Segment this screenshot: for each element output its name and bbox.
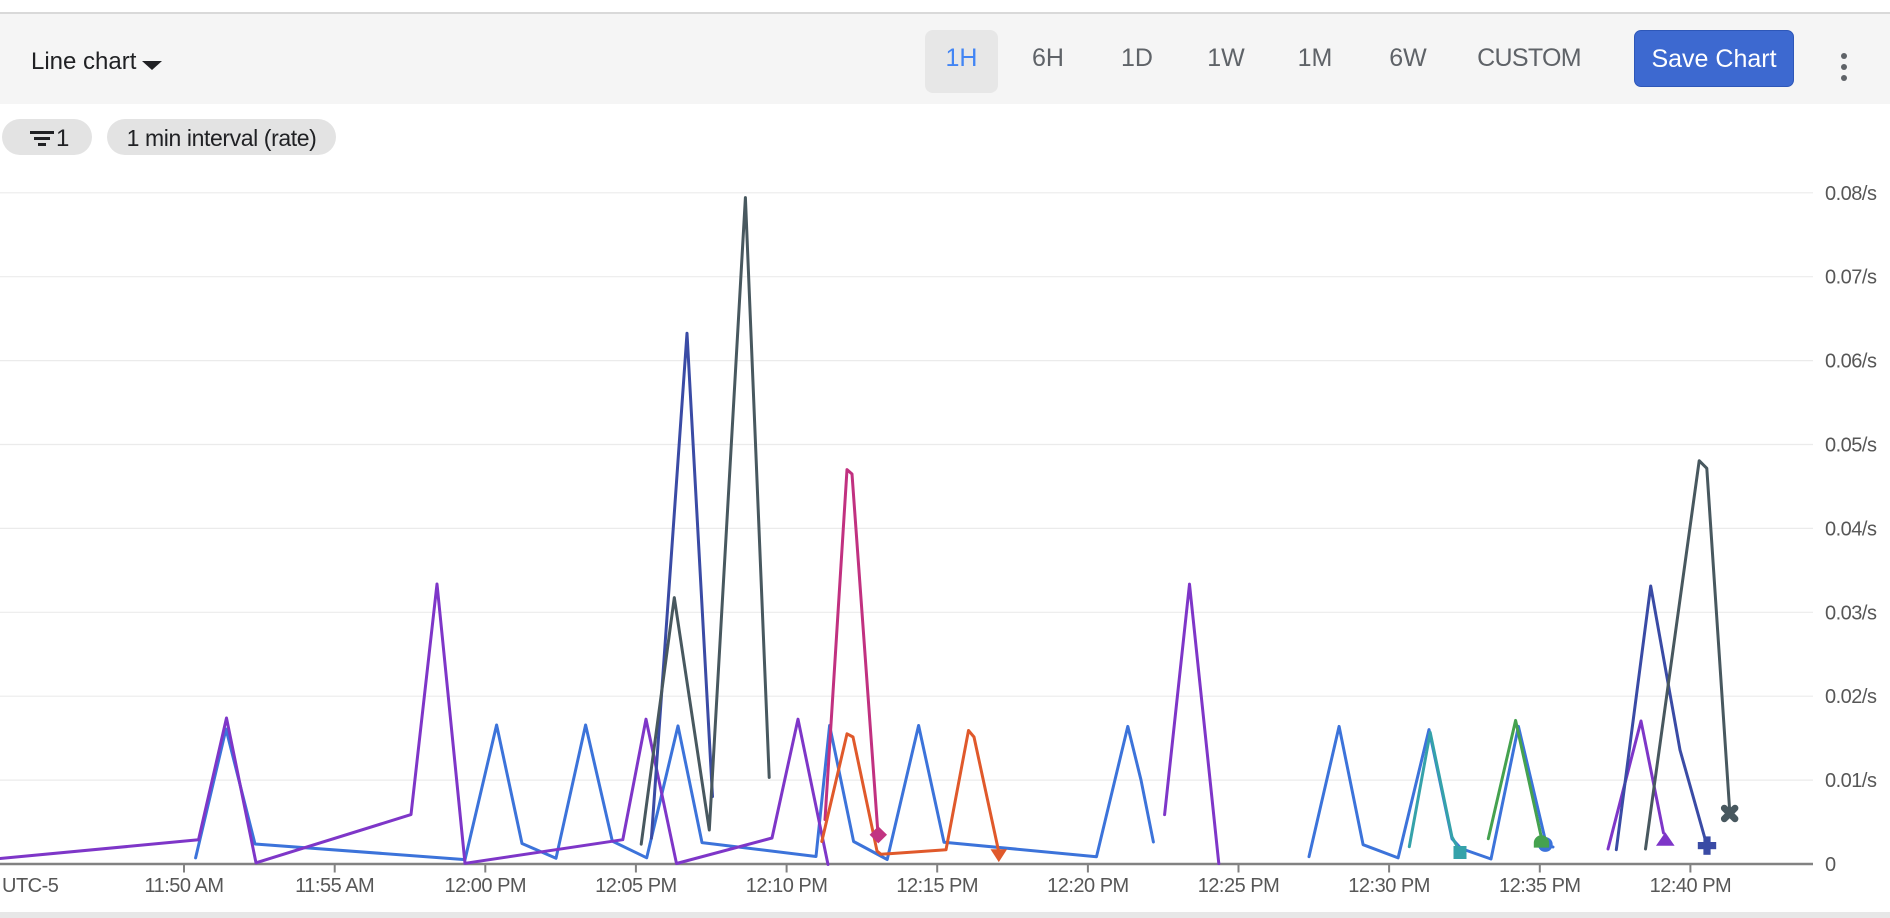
svg-text:12:10 PM: 12:10 PM bbox=[746, 875, 828, 897]
svg-text:11:50 AM: 11:50 AM bbox=[144, 875, 223, 897]
svg-text:0.08/s: 0.08/s bbox=[1825, 183, 1877, 205]
svg-text:12:15 PM: 12:15 PM bbox=[896, 875, 978, 897]
svg-text:12:30 PM: 12:30 PM bbox=[1348, 875, 1430, 897]
svg-text:11:55 AM: 11:55 AM bbox=[295, 875, 374, 897]
svg-text:0.01/s: 0.01/s bbox=[1825, 770, 1877, 792]
svg-text:0.03/s: 0.03/s bbox=[1825, 602, 1877, 624]
svg-text:12:40 PM: 12:40 PM bbox=[1650, 875, 1732, 897]
svg-text:0.04/s: 0.04/s bbox=[1825, 518, 1877, 540]
svg-text:12:20 PM: 12:20 PM bbox=[1047, 875, 1129, 897]
svg-text:12:05 PM: 12:05 PM bbox=[595, 875, 677, 897]
svg-text:12:00 PM: 12:00 PM bbox=[444, 875, 526, 897]
svg-text:0.05/s: 0.05/s bbox=[1825, 435, 1877, 457]
svg-text:0.07/s: 0.07/s bbox=[1825, 267, 1877, 289]
svg-text:0: 0 bbox=[1825, 854, 1836, 876]
svg-text:0.06/s: 0.06/s bbox=[1825, 351, 1877, 373]
svg-text:12:25 PM: 12:25 PM bbox=[1198, 875, 1280, 897]
svg-text:12:35 PM: 12:35 PM bbox=[1499, 875, 1581, 897]
svg-text:0.02/s: 0.02/s bbox=[1825, 686, 1877, 708]
svg-text:UTC-5: UTC-5 bbox=[2, 875, 59, 897]
